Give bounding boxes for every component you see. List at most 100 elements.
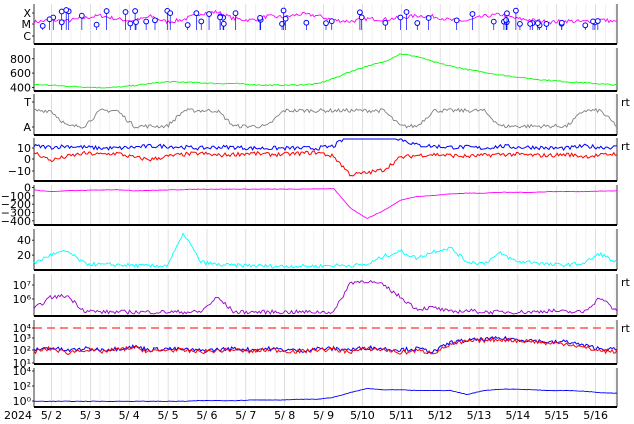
- series-line-bz-bt-0: [33, 138, 617, 152]
- flare-marker: [122, 9, 129, 15]
- series-line-dst-0: [33, 188, 618, 219]
- flare-marker: [503, 17, 509, 23]
- x-tick-label: 5/11: [389, 409, 414, 422]
- x-tick-label: 5/13: [467, 409, 492, 422]
- panel-dst: 0−100−200−300−400: [1, 182, 618, 228]
- y-tick-label: M: [22, 18, 32, 31]
- flare-marker: [152, 17, 158, 24]
- flare-marker: [220, 20, 227, 27]
- flare-marker: [527, 20, 534, 27]
- right-label: rt: [621, 140, 631, 153]
- series-line-solar-wind-speed-0: [33, 53, 618, 89]
- flare-marker: [282, 15, 289, 22]
- x-tick-label: 5/ 7: [235, 409, 256, 422]
- y-tick-label: 0: [24, 153, 31, 166]
- flare-marker: [490, 18, 497, 25]
- flare-marker: [303, 19, 310, 26]
- x-tick-label: 5/ 9: [313, 409, 334, 422]
- year-label: 2024: [4, 409, 32, 422]
- flare-marker: [328, 18, 335, 25]
- series-line-imf-sector-0: [33, 107, 617, 129]
- y-tick-label: X: [23, 7, 31, 20]
- series-line-electron-flux-0: [33, 279, 618, 316]
- panel-separator: [34, 269, 617, 271]
- flare-marker: [582, 22, 589, 29]
- flare-marker: [127, 20, 134, 27]
- flare-marker: [217, 14, 223, 21]
- x-tick-label: 5/10: [350, 409, 375, 422]
- y-tick-label: −200: [1, 198, 31, 211]
- y-tick-label: 10⁴: [13, 322, 32, 335]
- y-tick-label: T: [23, 96, 31, 109]
- y-tick-label: 10⁰: [13, 395, 32, 408]
- flare-marker: [39, 22, 46, 29]
- flare-marker: [504, 10, 510, 17]
- flare-marker: [512, 7, 519, 14]
- y-tick-label: 10²: [13, 380, 31, 393]
- x-tick-label: 5/16: [583, 409, 608, 422]
- panel-bz-bt: 100−10 rt: [8, 138, 631, 182]
- y-tick-label: 800: [10, 53, 31, 66]
- panel-separator: [34, 43, 617, 45]
- flare-marker: [63, 7, 70, 13]
- y-tick-label: 600: [10, 67, 31, 80]
- flare-marker: [93, 21, 100, 28]
- flare-marker: [184, 22, 191, 28]
- series-line-bz-bt-1: [33, 150, 618, 177]
- panel-xray-class: XMC: [22, 4, 618, 45]
- flare-marker: [58, 19, 65, 26]
- series-line-proton-flux-1: [33, 336, 618, 356]
- flare-marker: [358, 14, 365, 21]
- panel-separator: [34, 90, 617, 92]
- panel-neutron-flux: 10⁴ 10² 10⁰: [13, 365, 618, 408]
- x-tick-label: 5/14: [506, 409, 531, 422]
- y-tick-label: C: [23, 30, 31, 43]
- flare-marker: [167, 10, 174, 17]
- flare-marker: [132, 8, 139, 14]
- y-tick-label: 0: [24, 182, 31, 195]
- y-tick-label: A: [23, 121, 31, 134]
- y-tick-label: −400: [1, 215, 31, 228]
- flare-marker: [232, 10, 239, 17]
- y-tick-label: 40: [17, 234, 31, 247]
- x-tick-label: 5/ 5: [157, 409, 178, 422]
- right-label: rt: [621, 96, 631, 109]
- x-axis: 2024 5/ 2 5/ 3 5/ 4 5/ 5 5/ 6 5/ 7 5/ 8 5/ 9 5/10…: [4, 409, 608, 422]
- y-tick-label: 10⁴: [13, 365, 32, 378]
- flare-marker: [534, 20, 541, 27]
- right-label: rt: [621, 322, 631, 335]
- flare-marker: [517, 21, 523, 27]
- flare-marker: [206, 11, 212, 17]
- x-tick-label: 5/ 4: [119, 409, 140, 422]
- panel-separator: [34, 315, 617, 317]
- y-tick-label: 10⁶: [13, 293, 32, 306]
- y-tick-label: 10: [17, 142, 31, 155]
- panel-separator: [34, 224, 617, 226]
- right-label: rt: [621, 276, 631, 289]
- x-tick-label: 5/ 8: [274, 409, 295, 422]
- flare-marker: [78, 12, 85, 19]
- y-tick-label: −300: [1, 207, 31, 220]
- y-tick-label: 10³: [13, 332, 31, 345]
- x-tick-label: 5/ 2: [41, 409, 62, 422]
- flare-marker: [198, 18, 205, 25]
- series-line-neutron-flux-0: [33, 388, 618, 402]
- y-tick-label: 10²: [13, 344, 31, 357]
- flare-marker: [193, 10, 200, 17]
- flare-marker: [280, 7, 287, 14]
- y-tick-label: −10: [8, 165, 31, 178]
- y-tick-label: 400: [10, 81, 31, 94]
- flare-marker: [133, 19, 139, 25]
- flare-marker: [543, 21, 550, 27]
- flare-marker: [103, 8, 110, 14]
- flare-marker: [414, 20, 421, 26]
- flare-marker: [257, 15, 263, 21]
- panel-separator: [34, 363, 617, 365]
- flare-marker: [46, 16, 53, 23]
